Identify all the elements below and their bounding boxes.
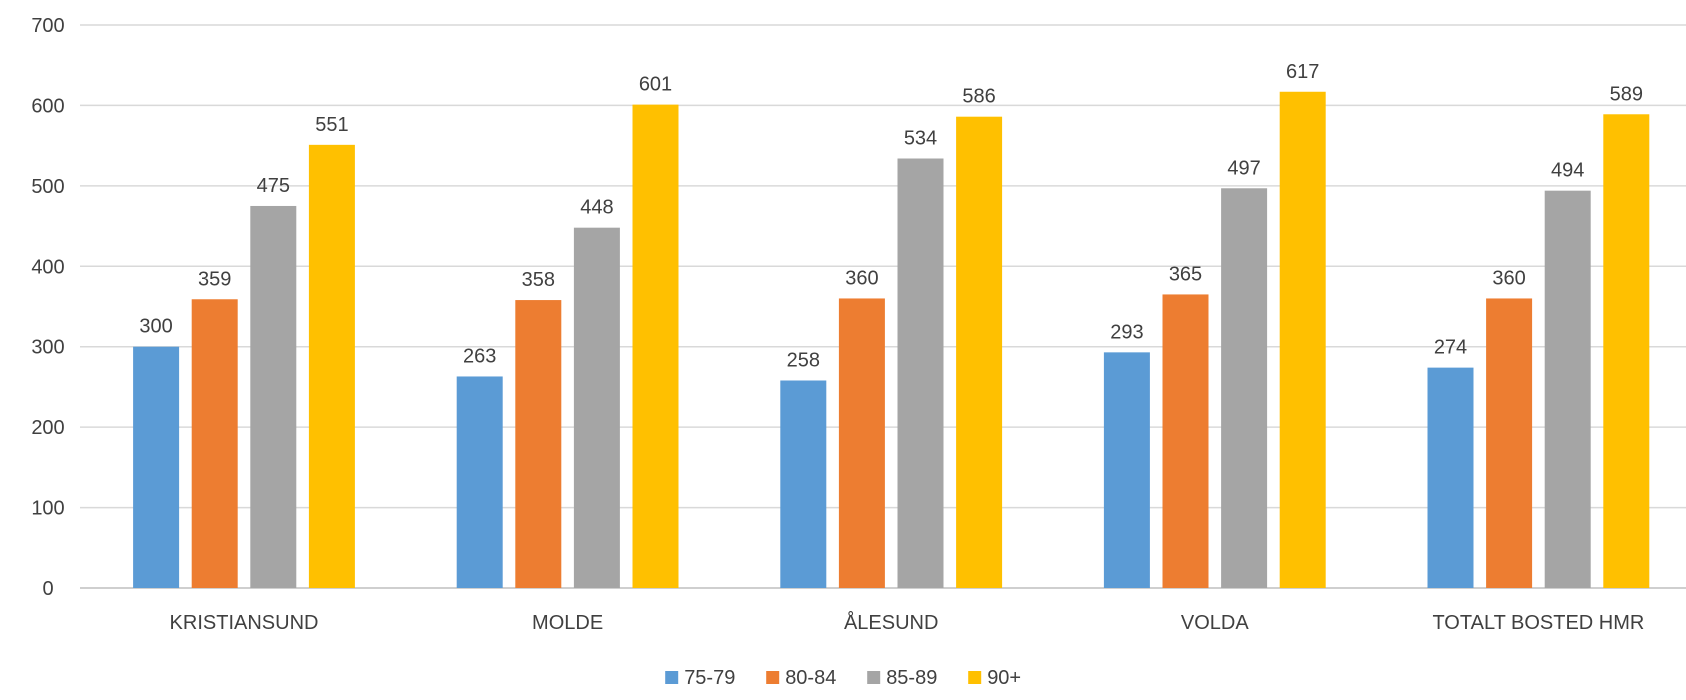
y-tick-label: 100 (31, 498, 64, 520)
legend-swatch (665, 671, 679, 684)
legend-swatch (867, 671, 881, 684)
data-label: 589 (1610, 83, 1643, 105)
x-category-label: ÅLESUND (844, 611, 938, 634)
data-label: 274 (1434, 337, 1467, 359)
data-label: 494 (1551, 160, 1584, 182)
data-label: 497 (1227, 157, 1260, 179)
legend-swatch (766, 671, 780, 684)
bar (780, 380, 827, 588)
bar (308, 144, 355, 589)
bar (250, 205, 297, 588)
data-label: 358 (522, 269, 555, 291)
data-label: 534 (904, 128, 937, 150)
legend-swatch (968, 671, 982, 684)
data-label: 258 (787, 349, 820, 371)
data-label: 360 (1492, 267, 1525, 289)
bar (838, 298, 885, 588)
x-category-label: KRISTIANSUND (170, 612, 319, 634)
data-label: 263 (463, 345, 496, 367)
data-label: 601 (639, 74, 672, 96)
bar (1103, 352, 1150, 588)
bar (1279, 91, 1326, 589)
legend-label: 85-89 (886, 667, 937, 689)
legend-label: 80-84 (785, 667, 836, 689)
data-label: 360 (845, 267, 878, 289)
y-tick-label: 600 (31, 95, 64, 117)
x-category-label: MOLDE (532, 612, 603, 634)
legend-label: 90+ (987, 667, 1021, 689)
bar (456, 376, 503, 588)
bar (1603, 114, 1650, 589)
data-label: 475 (257, 175, 290, 197)
data-label: 365 (1169, 263, 1202, 285)
bar (573, 227, 620, 588)
x-category-label: VOLDA (1181, 612, 1249, 634)
bar (133, 346, 180, 588)
y-tick-label: 700 (31, 15, 64, 37)
data-label: 359 (198, 268, 231, 290)
bar (897, 158, 944, 589)
y-tick-label: 0 (42, 578, 53, 600)
bar (1162, 294, 1209, 588)
bar (1427, 367, 1474, 588)
bar (1221, 188, 1268, 588)
data-label: 586 (962, 86, 995, 108)
y-tick-label: 500 (31, 176, 64, 198)
data-label: 617 (1286, 61, 1319, 83)
x-category-label: TOTALT BOSTED HMR (1432, 612, 1644, 634)
data-label: 300 (139, 316, 172, 338)
data-label: 551 (315, 114, 348, 136)
bar (632, 104, 679, 589)
y-tick-label: 200 (31, 417, 64, 439)
y-tick-label: 300 (31, 337, 64, 359)
bar (1544, 190, 1591, 588)
bar (956, 116, 1003, 588)
legend-label: 75-79 (684, 667, 735, 689)
data-label: 448 (580, 197, 613, 219)
bar (515, 300, 562, 588)
data-label: 293 (1110, 321, 1143, 343)
y-tick-label: 400 (31, 256, 64, 278)
bar (191, 299, 238, 588)
bar (1486, 298, 1533, 588)
